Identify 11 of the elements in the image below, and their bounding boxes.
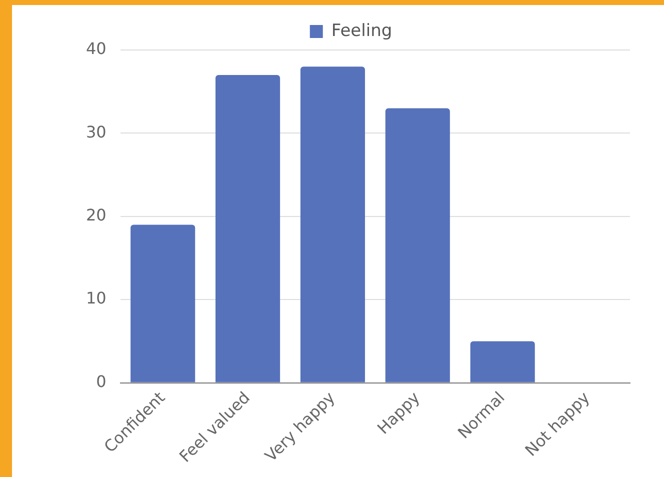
bar xyxy=(215,74,280,382)
legend-label: Feeling xyxy=(331,20,392,41)
y-tick-label: 20 xyxy=(86,206,106,225)
y-tick-label: 0 xyxy=(96,372,106,391)
bar xyxy=(470,341,535,382)
bar xyxy=(130,224,196,382)
y-tick-label: 40 xyxy=(86,39,106,58)
bar xyxy=(300,66,365,382)
y-tick-label: 10 xyxy=(86,288,106,308)
bar xyxy=(385,108,450,382)
y-tick-label: 30 xyxy=(86,122,106,142)
